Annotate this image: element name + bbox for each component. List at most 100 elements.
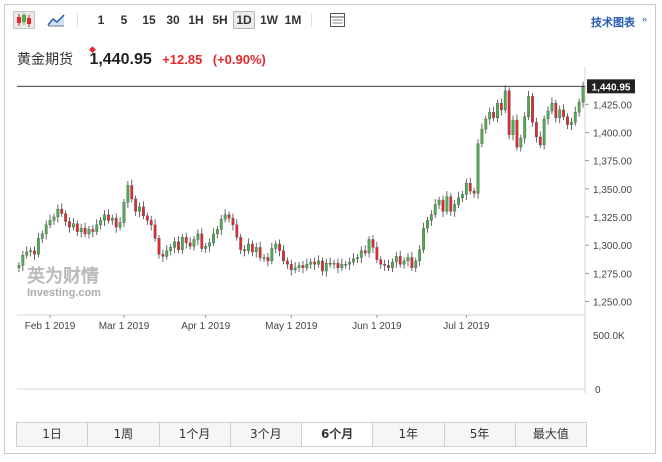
volume-max-label: 500.0K — [593, 331, 625, 342]
candle-body — [48, 220, 52, 226]
range-tab-3m[interactable]: 3个月 — [230, 423, 302, 446]
date-tick-label: May 1 2019 — [265, 321, 318, 332]
candle-body — [289, 264, 293, 271]
candle-body — [180, 237, 184, 250]
candle-body — [426, 220, 429, 229]
candle-body — [344, 264, 348, 266]
candle-body — [577, 101, 581, 113]
candle-body — [95, 224, 99, 232]
price-tick-label: 1,275.00 — [593, 269, 632, 280]
candle-body — [134, 198, 138, 212]
interval-1d[interactable]: 1D — [233, 11, 255, 29]
candle-body — [320, 260, 324, 272]
interval-1mo[interactable]: 1M — [284, 13, 302, 27]
candle-body — [562, 109, 566, 117]
candle-body — [499, 102, 503, 111]
candle-body — [523, 116, 527, 139]
candle-body — [64, 213, 68, 222]
candle-body — [445, 196, 449, 212]
candle-body — [359, 250, 363, 258]
candle-body — [110, 217, 114, 221]
interval-1m[interactable]: 1 — [97, 13, 105, 27]
candle-body — [558, 109, 562, 119]
candle-body — [239, 237, 243, 250]
candle-body — [309, 261, 313, 265]
candle-body — [227, 214, 231, 219]
candle-body — [402, 260, 406, 265]
candle-body — [449, 196, 453, 212]
candle-body — [83, 228, 87, 235]
candle-body — [375, 247, 379, 260]
candle-body — [36, 238, 40, 255]
range-tab-5y[interactable]: 5年 — [444, 423, 516, 446]
candle-body — [340, 264, 344, 268]
candle-body — [87, 229, 91, 235]
range-tab-1d[interactable]: 1日 — [17, 423, 89, 446]
technical-chart-link[interactable]: 技术图表 — [591, 17, 635, 29]
range-tab-6m[interactable]: 6个月 — [302, 423, 374, 446]
volume-zero-label: 0 — [595, 385, 601, 396]
interval-1h[interactable]: 1H — [188, 13, 204, 27]
candle-body — [215, 229, 219, 235]
interval-5m[interactable]: 5 — [120, 13, 128, 27]
candle-body — [507, 90, 511, 135]
candle-body — [270, 248, 274, 262]
candle-body — [204, 246, 208, 249]
range-tab-1y[interactable]: 1年 — [373, 423, 445, 446]
candle-body — [282, 250, 285, 262]
area-chart-icon[interactable] — [45, 11, 67, 29]
candle-body — [394, 256, 398, 263]
candle-body — [40, 233, 44, 239]
interval-30m[interactable]: 30 — [166, 13, 180, 27]
candle-body — [301, 265, 305, 268]
candle-body — [313, 261, 317, 265]
candle-body — [200, 233, 204, 249]
date-tick-label: Apr 1 2019 — [181, 321, 230, 332]
candle-body — [363, 250, 367, 254]
candle-body — [161, 253, 165, 257]
candle-body — [542, 118, 546, 146]
candle-body — [566, 116, 569, 125]
candle-body — [149, 220, 153, 226]
candle-body — [371, 239, 375, 248]
interval-5h[interactable]: 5H — [212, 13, 228, 27]
candle-body — [418, 249, 422, 262]
candle-body — [192, 239, 196, 247]
candle-body — [266, 257, 270, 262]
watermark-en: Investing.com — [27, 287, 101, 299]
range-tab-1m[interactable]: 1个月 — [159, 423, 231, 446]
candle-body — [453, 204, 457, 212]
candle-body — [72, 223, 75, 228]
candle-body — [515, 119, 519, 148]
price-chart[interactable]: 1,250.00 1,275.00 1,300.00 1,325.00 1,350.00… — [5, 5, 655, 415]
range-tab-max[interactable]: 最大值 — [515, 423, 586, 446]
last-price-marker-label: 1,440.95 — [592, 82, 631, 93]
candlestick-icon[interactable] — [13, 11, 35, 29]
candle-body — [538, 136, 542, 146]
candle-body — [68, 221, 71, 228]
chart-toolbar: 1 5 15 30 1H 5H 1D 1W 1M 技术图表 » — [5, 5, 655, 35]
candle-body — [99, 220, 103, 226]
interval-1w[interactable]: 1W — [260, 13, 278, 27]
candle-body — [468, 182, 472, 192]
candle-body — [414, 260, 418, 268]
candle-body — [122, 202, 126, 223]
candle-body — [546, 110, 550, 120]
candle-body — [56, 208, 60, 218]
candle-body — [184, 237, 188, 244]
candle-body — [391, 261, 394, 268]
candle-body — [433, 204, 437, 215]
candle-body — [387, 265, 390, 268]
range-tab-1w[interactable]: 1周 — [88, 423, 160, 446]
candle-body — [114, 217, 118, 228]
candle-body — [437, 199, 441, 205]
candle-body — [519, 137, 523, 148]
candle-body — [573, 111, 577, 123]
interval-15m[interactable]: 15 — [142, 13, 156, 27]
candle-body — [488, 111, 492, 120]
candle-body — [60, 208, 64, 214]
price-change: +12.85 — [162, 52, 203, 67]
candle-body — [472, 190, 476, 194]
last-price-marker — [587, 79, 635, 94]
table-icon[interactable] — [327, 11, 349, 29]
